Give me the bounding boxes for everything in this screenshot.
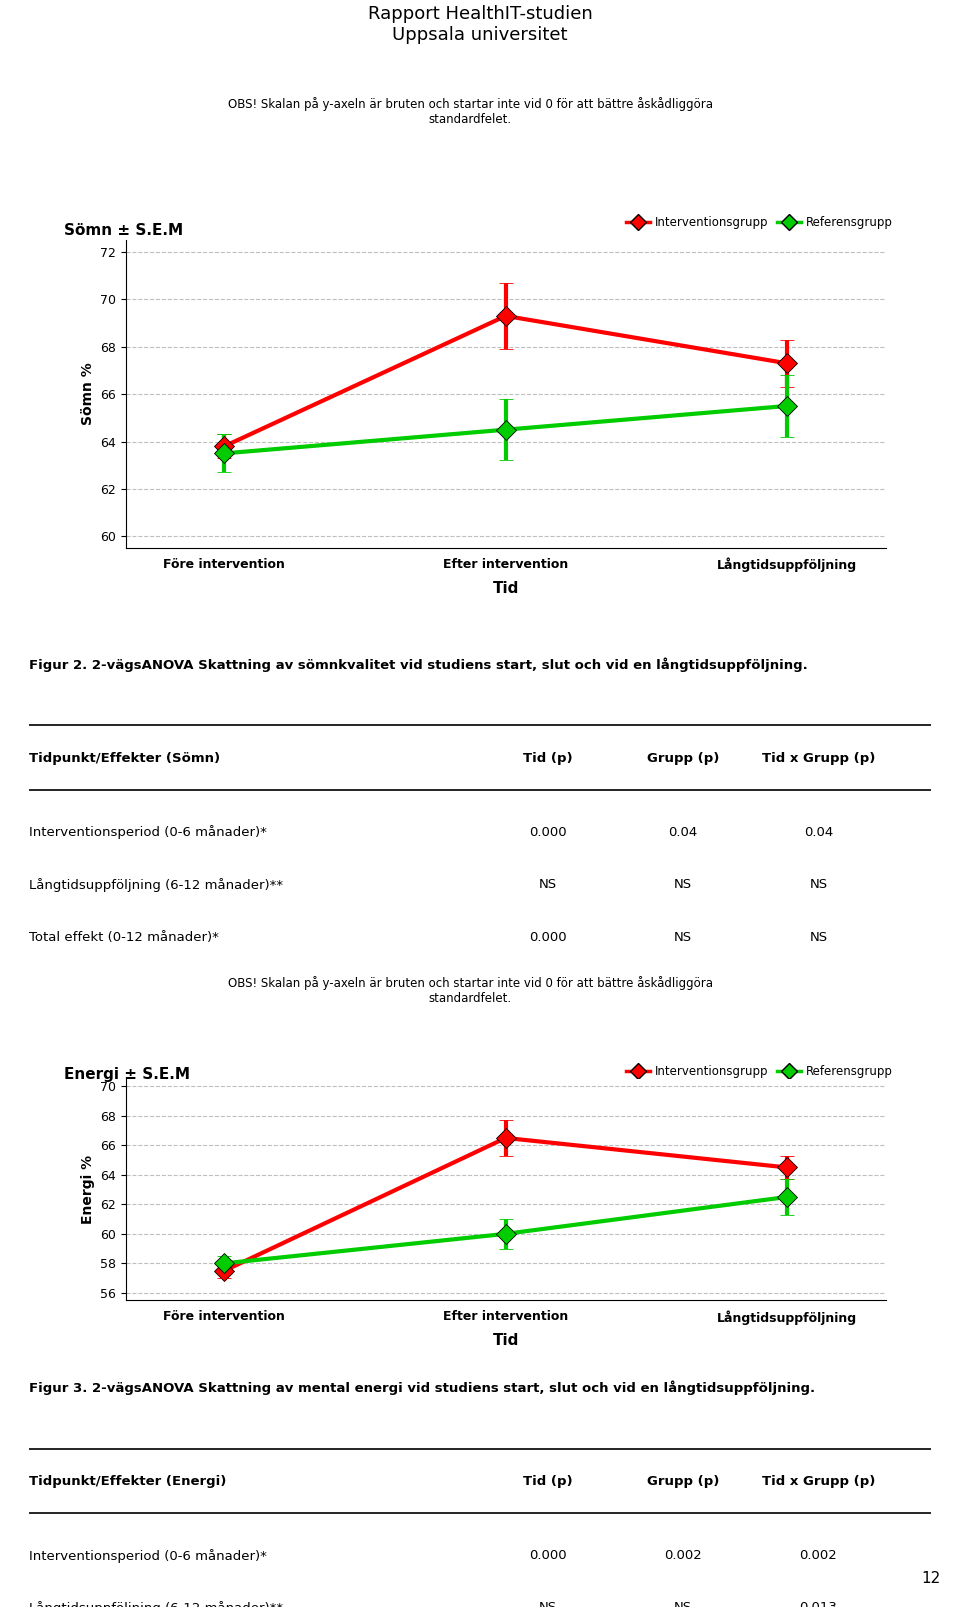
Text: 0.000: 0.000 <box>529 1549 566 1562</box>
Text: Tidpunkt/Effekter (Sömn): Tidpunkt/Effekter (Sömn) <box>29 752 220 765</box>
Text: * Kovarierat för utgångsvärden vid tidpunkt 0 (före intervention). ** Ej kovarie: * Kovarierat för utgångsvärden vid tidpu… <box>29 1000 512 1012</box>
Text: Rapport HealthIT-studien
Uppsala universitet: Rapport HealthIT-studien Uppsala univers… <box>368 5 592 43</box>
Text: Tid (p): Tid (p) <box>523 752 572 765</box>
X-axis label: Tid: Tid <box>492 580 519 596</box>
X-axis label: Tid: Tid <box>492 1332 519 1348</box>
Text: Tid x Grupp (p): Tid x Grupp (p) <box>761 1475 876 1488</box>
Text: Tid (p): Tid (p) <box>523 1475 572 1488</box>
Text: NS: NS <box>809 930 828 943</box>
Y-axis label: Sömn %: Sömn % <box>81 363 95 426</box>
FancyBboxPatch shape <box>20 74 921 657</box>
Text: Sömn ± S.E.M: Sömn ± S.E.M <box>64 223 183 238</box>
Text: 0.000: 0.000 <box>529 826 566 839</box>
Text: NS: NS <box>809 879 828 892</box>
Text: Långtidsuppföljning (6-12 månader)**: Långtidsuppföljning (6-12 månader)** <box>29 877 283 892</box>
Text: Långtidsuppföljning (6-12 månader)**: Långtidsuppföljning (6-12 månader)** <box>29 1601 283 1607</box>
Text: Grupp (p): Grupp (p) <box>647 752 719 765</box>
Text: 0.04: 0.04 <box>804 826 833 839</box>
Text: NS: NS <box>539 879 557 892</box>
Text: Interventionsperiod (0-6 månader)*: Interventionsperiod (0-6 månader)* <box>29 826 267 839</box>
Y-axis label: Energi %: Energi % <box>81 1155 95 1225</box>
Legend: Interventionsgrupp, Referensgrupp: Interventionsgrupp, Referensgrupp <box>621 212 898 235</box>
Text: 0.000: 0.000 <box>529 930 566 943</box>
Text: Tid x Grupp (p): Tid x Grupp (p) <box>761 752 876 765</box>
Text: NS: NS <box>674 879 692 892</box>
Text: OBS! Skalan på y-axeln är bruten och startar inte vid 0 för att bättre åskådligg: OBS! Skalan på y-axeln är bruten och sta… <box>228 98 713 127</box>
Text: Figur 2. 2-vägsANOVA Skattning av sömnkvalitet vid studiens start, slut och vid : Figur 2. 2-vägsANOVA Skattning av sömnkv… <box>29 657 807 672</box>
Text: Interventionsperiod (0-6 månader)*: Interventionsperiod (0-6 månader)* <box>29 1549 267 1562</box>
Text: Figur 3. 2-vägsANOVA Skattning av mental energi vid studiens start, slut och vid: Figur 3. 2-vägsANOVA Skattning av mental… <box>29 1380 815 1395</box>
Text: Grupp (p): Grupp (p) <box>647 1475 719 1488</box>
Text: 0.013: 0.013 <box>800 1602 837 1607</box>
Text: OBS! Skalan på y-axeln är bruten och startar inte vid 0 för att bättre åskådligg: OBS! Skalan på y-axeln är bruten och sta… <box>228 977 713 1006</box>
Text: NS: NS <box>674 930 692 943</box>
Text: 0.04: 0.04 <box>668 826 698 839</box>
Text: 12: 12 <box>922 1572 941 1586</box>
Text: 0.002: 0.002 <box>664 1549 702 1562</box>
Text: NS: NS <box>674 1602 692 1607</box>
Text: 0.002: 0.002 <box>800 1549 837 1562</box>
Legend: Interventionsgrupp, Referensgrupp: Interventionsgrupp, Referensgrupp <box>621 1061 898 1083</box>
Text: Energi ± S.E.M: Energi ± S.E.M <box>64 1067 190 1082</box>
Text: Total effekt (0-12 månader)*: Total effekt (0-12 månader)* <box>29 930 219 943</box>
Text: NS: NS <box>539 1602 557 1607</box>
Text: Tidpunkt/Effekter (Energi): Tidpunkt/Effekter (Energi) <box>29 1475 227 1488</box>
FancyBboxPatch shape <box>20 959 921 1379</box>
